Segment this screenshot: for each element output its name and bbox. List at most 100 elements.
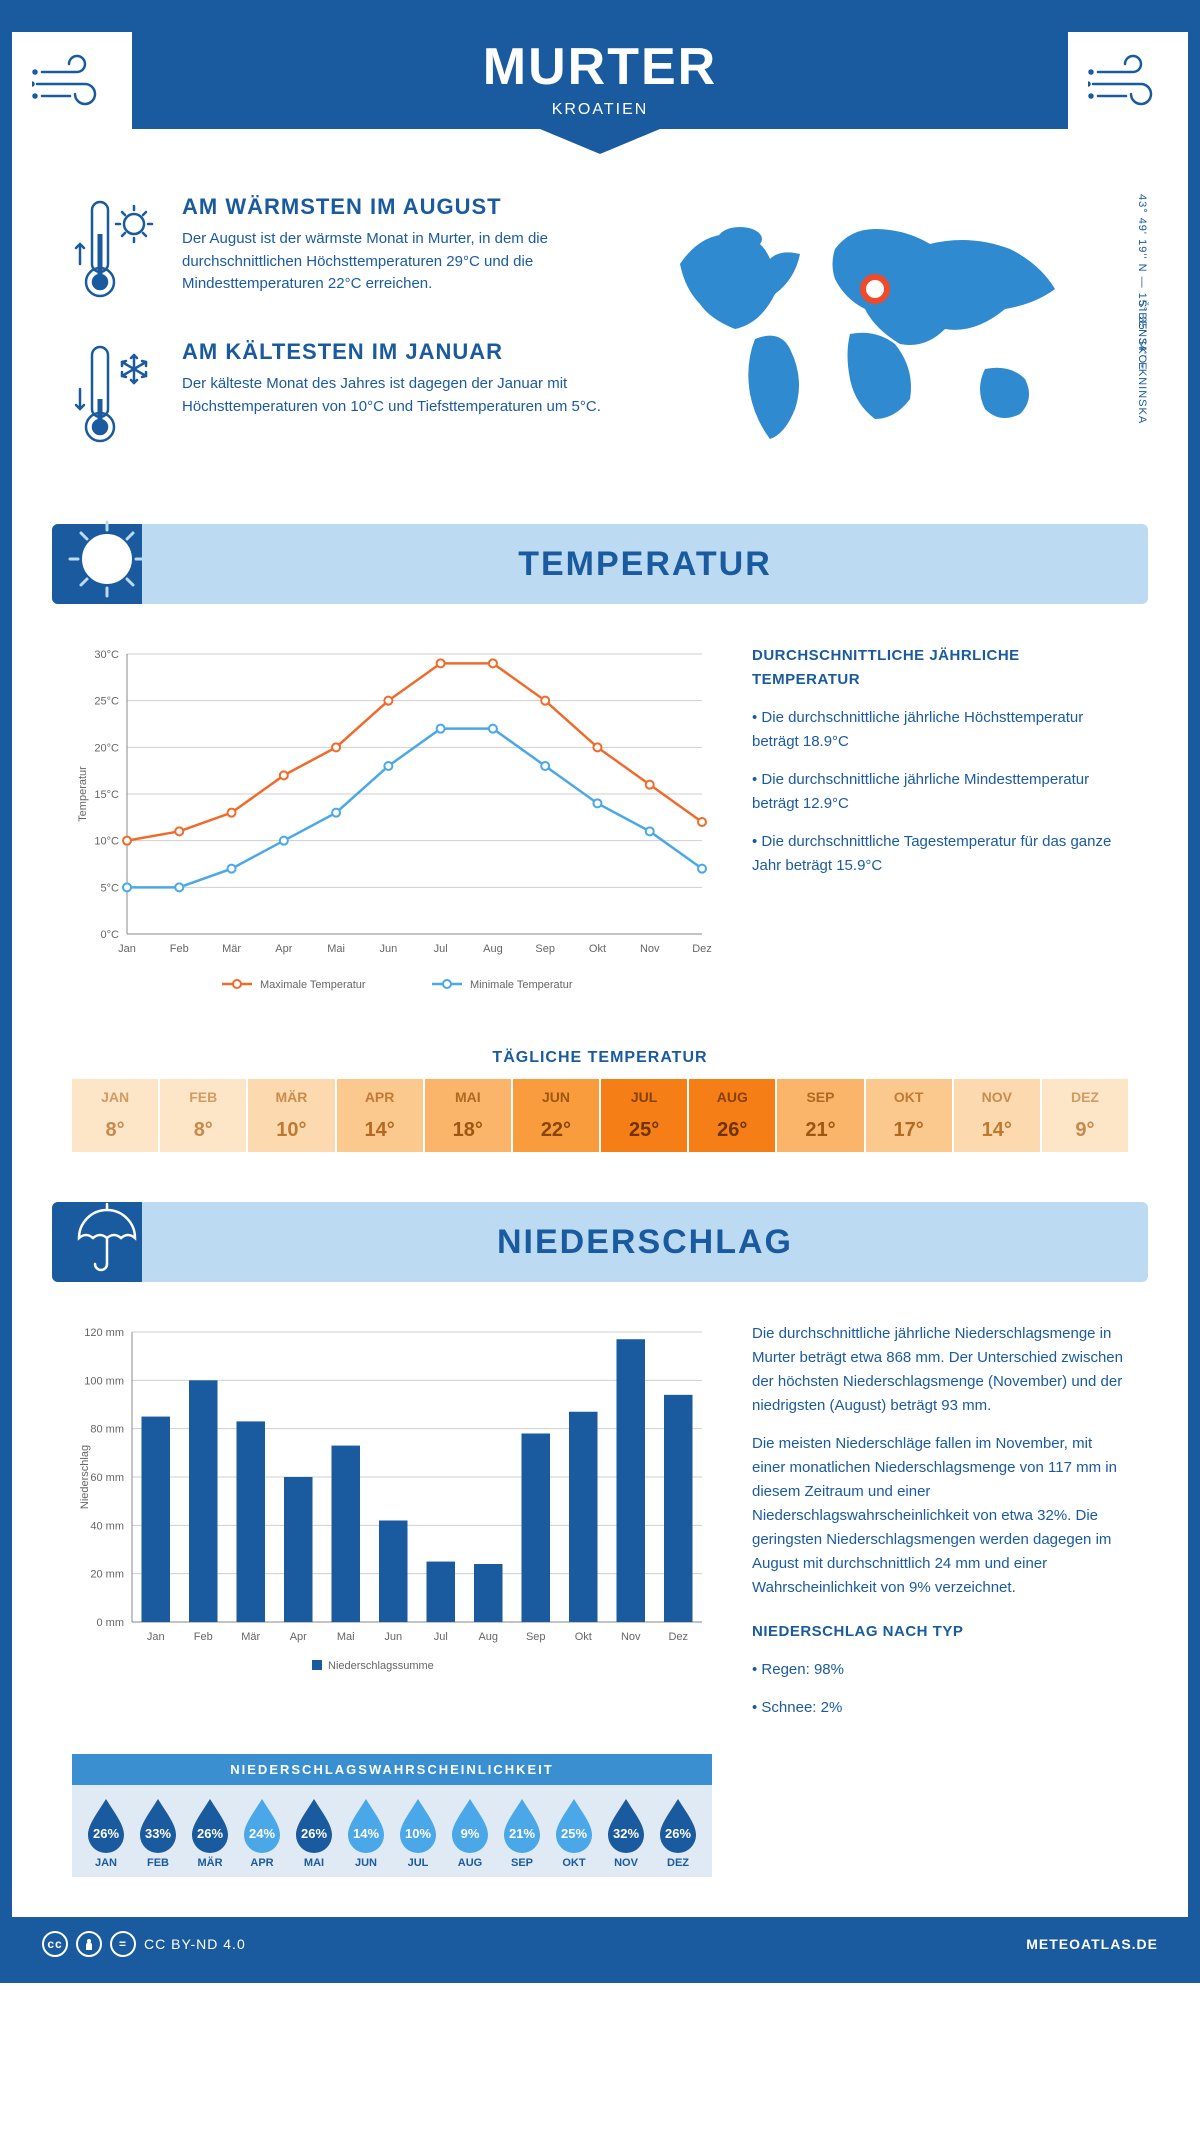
top-grid: AM WÄRMSTEN IM AUGUST Der August ist der… bbox=[12, 154, 1188, 504]
precip-prob-drop: 25%OKT bbox=[548, 1797, 600, 1869]
daily-temp-cell: MÄR10° bbox=[248, 1079, 336, 1152]
svg-text:80 mm: 80 mm bbox=[90, 1424, 124, 1436]
svg-text:60 mm: 60 mm bbox=[90, 1472, 124, 1484]
sun-icon bbox=[52, 524, 142, 604]
precip-para-2: Die meisten Niederschläge fallen im Nove… bbox=[752, 1432, 1128, 1600]
avg-temp-bullet-2: • Die durchschnittliche jährliche Mindes… bbox=[752, 768, 1128, 816]
precip-prob-drop: 32%NOV bbox=[600, 1797, 652, 1869]
svg-text:Okt: Okt bbox=[575, 1631, 592, 1643]
fact-coldest-title: AM KÄLTESTEN IM JANUAR bbox=[182, 339, 615, 365]
precip-type-2: • Schnee: 2% bbox=[752, 1696, 1128, 1720]
avg-temp-bullet-3: • Die durchschnittliche Tagestemperatur … bbox=[752, 830, 1128, 878]
svg-text:Jan: Jan bbox=[147, 1631, 165, 1643]
daily-temp-cell: DEZ9° bbox=[1042, 1079, 1128, 1152]
precip-prob-drop: 26%MÄR bbox=[184, 1797, 236, 1869]
avg-temp-heading: DURCHSCHNITTLICHE JÄHRLICHE TEMPERATUR bbox=[752, 644, 1128, 692]
svg-text:14%: 14% bbox=[353, 1826, 379, 1841]
precipitation-side-text: Die durchschnittliche jährliche Niedersc… bbox=[752, 1322, 1128, 1734]
wind-icon-left bbox=[12, 32, 132, 132]
facts-column: AM WÄRMSTEN IM AUGUST Der August ist der… bbox=[72, 194, 615, 484]
umbrella-icon bbox=[52, 1202, 142, 1282]
page-title: MURTER bbox=[12, 37, 1188, 97]
precip-para-1: Die durchschnittliche jährliche Niedersc… bbox=[752, 1322, 1128, 1418]
svg-text:Feb: Feb bbox=[170, 943, 189, 955]
by-icon bbox=[76, 1931, 102, 1957]
svg-text:32%: 32% bbox=[613, 1826, 639, 1841]
svg-text:Mär: Mär bbox=[241, 1631, 260, 1643]
fact-coldest-body: Der kälteste Monat des Jahres ist dagege… bbox=[182, 373, 615, 418]
svg-text:26%: 26% bbox=[665, 1826, 691, 1841]
svg-text:Sep: Sep bbox=[526, 1631, 546, 1643]
precip-type-heading: NIEDERSCHLAG NACH TYP bbox=[752, 1620, 1128, 1644]
svg-text:Feb: Feb bbox=[194, 1631, 213, 1643]
thermometer-sun-icon bbox=[72, 194, 162, 309]
precip-prob-drop: 10%JUL bbox=[392, 1797, 444, 1869]
temperature-heading: TEMPERATUR bbox=[142, 545, 1148, 584]
svg-text:Sep: Sep bbox=[535, 943, 555, 955]
precip-prob-drop: 9%AUG bbox=[444, 1797, 496, 1869]
svg-text:26%: 26% bbox=[301, 1826, 327, 1841]
nd-icon: = bbox=[110, 1931, 136, 1957]
header: MURTER KROATIEN bbox=[12, 12, 1188, 129]
svg-text:26%: 26% bbox=[93, 1826, 119, 1841]
precip-prob-drop: 24%APR bbox=[236, 1797, 288, 1869]
svg-text:Niederschlagssumme: Niederschlagssumme bbox=[328, 1660, 434, 1672]
region-label: ŠIBENSKO-KNINSKA bbox=[1136, 300, 1148, 424]
svg-text:Maximale Temperatur: Maximale Temperatur bbox=[260, 979, 366, 991]
precip-type-1: • Regen: 98% bbox=[752, 1658, 1128, 1682]
svg-text:Jun: Jun bbox=[384, 1631, 402, 1643]
world-map: 43° 49' 19'' N — 15° 35' 34'' E ŠIBENSKO… bbox=[635, 194, 1128, 484]
daily-temp-cell: FEB8° bbox=[160, 1079, 248, 1152]
daily-temp-cell: OKT17° bbox=[866, 1079, 954, 1152]
precip-prob-heading: NIEDERSCHLAGSWAHRSCHEINLICHKEIT bbox=[72, 1754, 712, 1785]
svg-text:33%: 33% bbox=[145, 1826, 171, 1841]
svg-text:25%: 25% bbox=[561, 1826, 587, 1841]
infographic-frame: MURTER KROATIEN AM WÄRMSTEN IM AUGUST De… bbox=[0, 0, 1200, 1983]
svg-text:100 mm: 100 mm bbox=[84, 1375, 124, 1387]
precipitation-bar-chart: 0 mm 20 mm 40 mm 60 mm 80 mm 100 mm 120 mm Jan F… bbox=[72, 1322, 712, 1734]
precipitation-block: 0 mm 20 mm 40 mm 60 mm 80 mm 100 mm 120 mm Jan F… bbox=[12, 1282, 1188, 1734]
svg-text:5°C: 5°C bbox=[101, 882, 120, 894]
cc-icon: cc bbox=[42, 1931, 68, 1957]
svg-text:0 mm: 0 mm bbox=[97, 1617, 125, 1629]
svg-text:10%: 10% bbox=[405, 1826, 431, 1841]
svg-text:Jun: Jun bbox=[379, 943, 397, 955]
precip-prob-drop: 33%FEB bbox=[132, 1797, 184, 1869]
temperature-block: 0°C5°C10°C15°C20°C25°C30°CJanFebMärAprMa… bbox=[12, 604, 1188, 1029]
thermometer-snow-icon bbox=[72, 339, 162, 454]
svg-text:Mai: Mai bbox=[327, 943, 345, 955]
page-subtitle: KROATIEN bbox=[12, 101, 1188, 119]
fact-coldest: AM KÄLTESTEN IM JANUAR Der kälteste Mona… bbox=[72, 339, 615, 454]
svg-text:Apr: Apr bbox=[290, 1631, 307, 1643]
svg-text:120 mm: 120 mm bbox=[84, 1327, 124, 1339]
daily-temp-cell: SEP21° bbox=[777, 1079, 865, 1152]
precip-probability-panel: NIEDERSCHLAGSWAHRSCHEINLICHKEIT 26%JAN33… bbox=[72, 1754, 712, 1877]
svg-text:Temperatur: Temperatur bbox=[77, 766, 89, 822]
footer: cc = CC BY-ND 4.0 METEOATLAS.DE bbox=[12, 1917, 1188, 1971]
daily-temp-cell: APR14° bbox=[337, 1079, 425, 1152]
svg-text:15°C: 15°C bbox=[94, 789, 119, 801]
precipitation-heading: NIEDERSCHLAG bbox=[142, 1223, 1148, 1262]
fact-warmest: AM WÄRMSTEN IM AUGUST Der August ist der… bbox=[72, 194, 615, 309]
fact-warmest-body: Der August ist der wärmste Monat in Murt… bbox=[182, 228, 615, 296]
svg-text:Minimale Temperatur: Minimale Temperatur bbox=[470, 979, 573, 991]
svg-text:Nov: Nov bbox=[640, 943, 660, 955]
svg-text:20 mm: 20 mm bbox=[90, 1569, 124, 1581]
precip-prob-drop: 26%MAI bbox=[288, 1797, 340, 1869]
svg-text:30°C: 30°C bbox=[94, 649, 119, 661]
svg-text:Apr: Apr bbox=[275, 943, 292, 955]
precip-prob-drop: 26%JAN bbox=[80, 1797, 132, 1869]
temperature-side-text: DURCHSCHNITTLICHE JÄHRLICHE TEMPERATUR •… bbox=[752, 644, 1128, 1009]
fact-warmest-title: AM WÄRMSTEN IM AUGUST bbox=[182, 194, 615, 220]
svg-text:Jul: Jul bbox=[434, 1631, 448, 1643]
svg-text:25°C: 25°C bbox=[94, 696, 119, 708]
section-head-temperature: TEMPERATUR bbox=[52, 524, 1148, 604]
svg-text:40 mm: 40 mm bbox=[90, 1520, 124, 1532]
precip-prob-drop: 21%SEP bbox=[496, 1797, 548, 1869]
svg-text:21%: 21% bbox=[509, 1826, 535, 1841]
temperature-line-chart: 0°C5°C10°C15°C20°C25°C30°CJanFebMärAprMa… bbox=[72, 644, 712, 1009]
daily-temp-title: TÄGLICHE TEMPERATUR bbox=[12, 1049, 1188, 1067]
daily-temp-cell: JUL25° bbox=[601, 1079, 689, 1152]
svg-text:Aug: Aug bbox=[478, 1631, 498, 1643]
svg-text:Nov: Nov bbox=[621, 1631, 641, 1643]
